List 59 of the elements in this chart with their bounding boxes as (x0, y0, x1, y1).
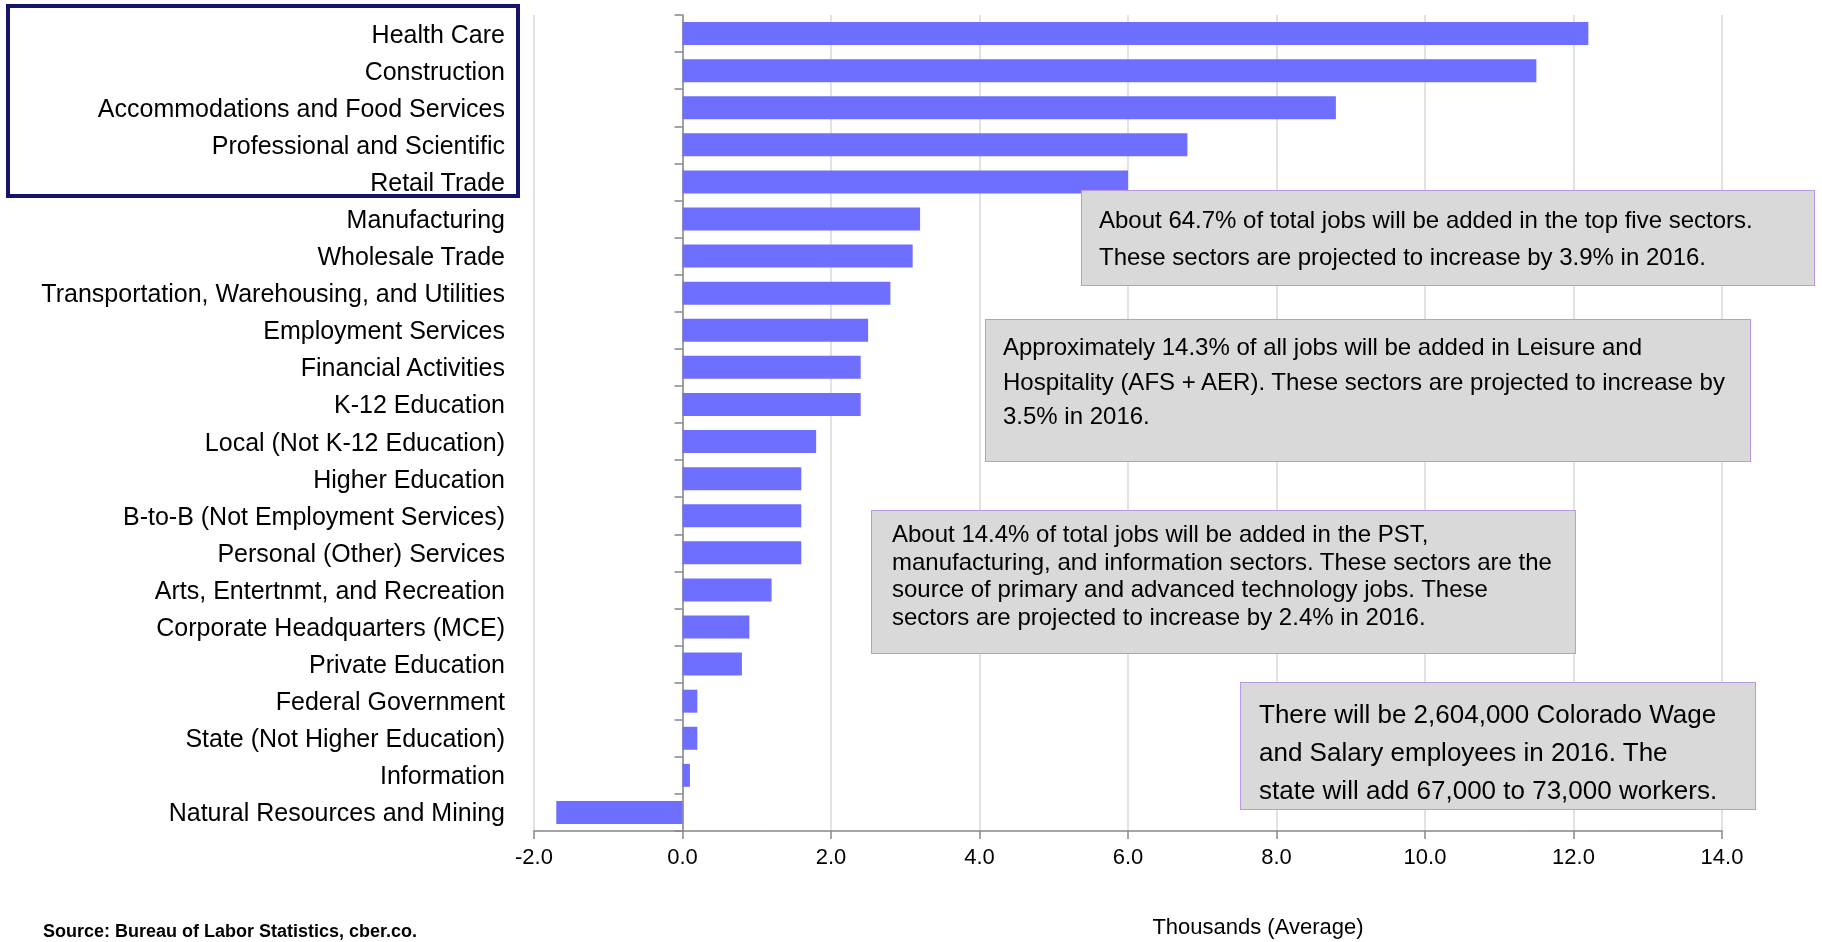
bar (682, 96, 1336, 120)
bar (682, 22, 1589, 46)
bar (682, 726, 698, 750)
y-tick-label: Financial Activities (300, 353, 505, 382)
y-tick-label: Retail Trade (370, 167, 505, 196)
bar (682, 578, 772, 602)
x-tick-label: 10.0 (1403, 843, 1447, 869)
x-tick-label: 0.0 (667, 843, 698, 869)
annotation: Approximately 14.3% of all jobs will be added in Leisure and Hospitality (AFS + AER). These sectors are projected to increase by 3.5% in 2016. (1003, 332, 1726, 431)
x-tick-label: 12.0 (1552, 843, 1595, 869)
bar (682, 392, 861, 416)
bar (682, 430, 817, 454)
bar (556, 800, 683, 824)
bar (682, 504, 802, 528)
y-tick-label: Local (Not K-12 Education) (204, 427, 505, 456)
y-tick-label: Accommodations and Food Services (97, 93, 505, 122)
x-tick-label: 8.0 (1261, 843, 1292, 869)
bar (682, 133, 1188, 157)
y-tick-label: Wholesale Trade (317, 242, 505, 271)
bar (682, 207, 921, 231)
bar (682, 59, 1537, 83)
y-tick-label: Manufacturing (346, 205, 505, 233)
y-tick-label: Health Care (371, 19, 505, 48)
y-tick-label: Professional and Scientific (211, 130, 505, 159)
y-tick-label: Federal Government (275, 687, 506, 716)
bar (682, 541, 802, 565)
y-tick-label: Arts, Entertnmt, and Recreation (154, 575, 505, 604)
x-tick-label: -2.0 (515, 843, 553, 869)
bar (682, 281, 891, 305)
annotation: About 64.7% of total jobs will be added in the top five sectors. These sectors are projected to increase by 3.9% in 2016. (1099, 205, 1754, 272)
bar (682, 244, 913, 268)
y-tick-label: Corporate Headquarters (MCE) (156, 613, 505, 641)
annotation: About 14.4% of total jobs will be added in the PST, manufacturing, and information sectors. These sectors are the source of primary and advanced technology jobs. These sectors are projected to increase by 2.4% in 2016. (892, 520, 1553, 631)
bar (682, 170, 1128, 194)
x-tick-label: 6.0 (1112, 843, 1144, 869)
y-tick-label: Information (379, 761, 505, 790)
y-tick-label: Employment Services (263, 316, 505, 345)
bar (682, 652, 742, 676)
bar (682, 355, 861, 379)
x-axis-title: Thousands (Average) (1152, 913, 1364, 939)
bar (682, 689, 698, 713)
bar (682, 615, 750, 639)
y-tick-label: Transportation, Warehousing, and Utilities (41, 279, 505, 308)
annotation: There will be 2,604,000 Colorado Wage and Salary employees in 2016. The state will add 67,000 to 73,000 workers. (1259, 697, 1719, 807)
y-tick-label: Natural Resources and Mining (168, 798, 505, 827)
x-tick-label: 2.0 (815, 843, 847, 869)
y-tick-label: B-to-B (Not Employment Services) (122, 501, 505, 530)
y-tick-label: Construction (364, 56, 505, 85)
x-tick-label: 4.0 (964, 843, 995, 869)
x-tick-label: 14.0 (1700, 843, 1744, 869)
y-tick-label: State (Not Higher Education) (185, 724, 505, 753)
y-tick-label: Private Education (309, 650, 505, 679)
y-tick-label: Higher Education (313, 464, 505, 493)
y-tick-label: Personal (Other) Services (217, 538, 505, 567)
bar (682, 318, 869, 342)
y-tick-label: K-12 Education (334, 390, 505, 419)
bar (682, 467, 802, 491)
source-note: Source: Bureau of Labor Statistics, cber.co. (43, 920, 418, 942)
bar (682, 763, 690, 787)
